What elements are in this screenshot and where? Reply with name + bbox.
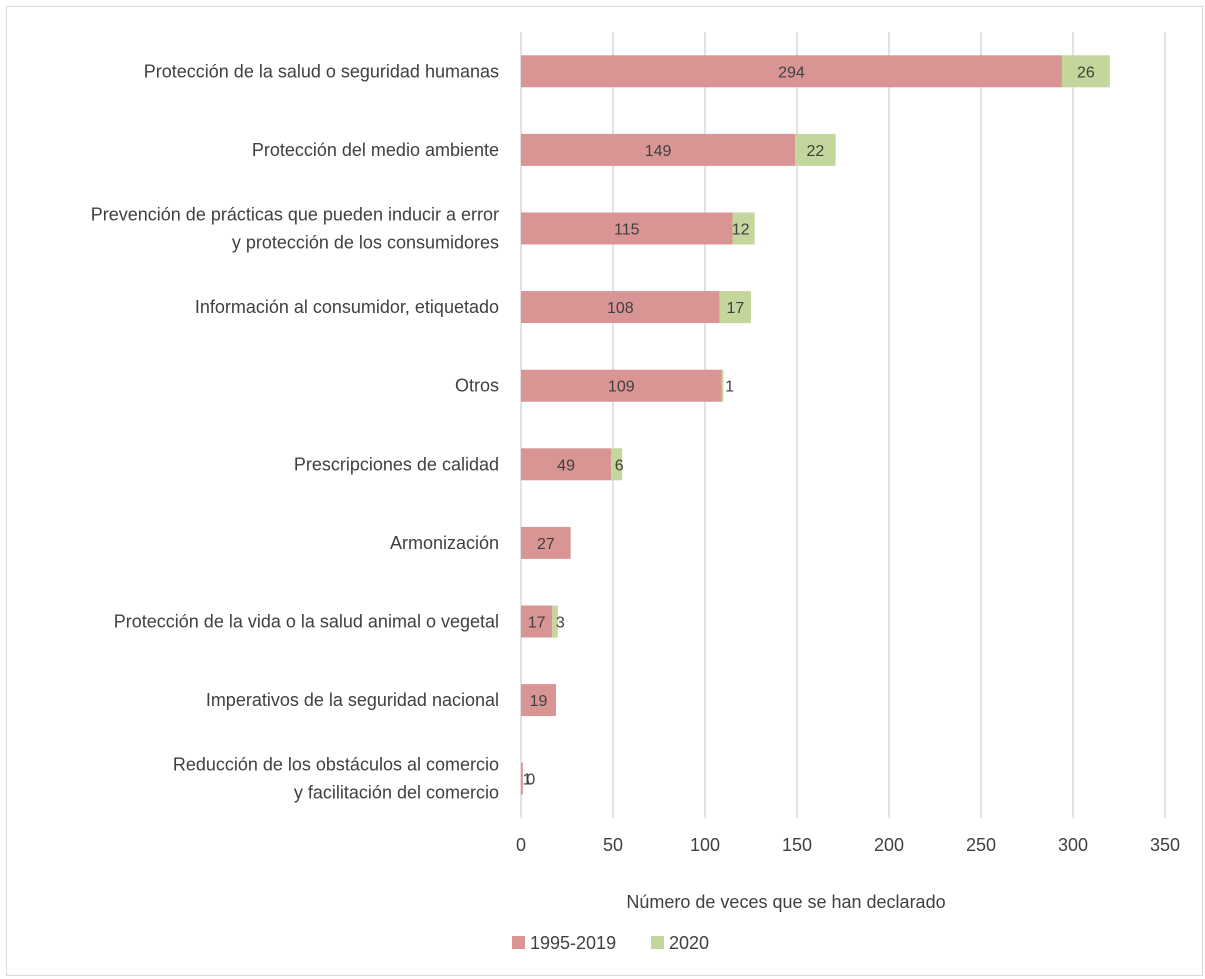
bar-segment-2020 (721, 369, 724, 402)
data-label: 115 (614, 222, 640, 239)
bar-segment-1995-2019 (521, 55, 1062, 88)
x-axis-title: Número de veces que se han declarado (626, 892, 945, 912)
data-label: 294 (778, 64, 805, 81)
category-label: Otros (455, 376, 499, 396)
data-label: 22 (807, 143, 825, 160)
bar-segment-1995-2019 (521, 605, 553, 638)
data-label: 149 (645, 143, 672, 160)
bar-segment-1995-2019 (521, 526, 571, 559)
x-tick-label: 200 (874, 835, 904, 855)
data-label: 3 (556, 615, 565, 632)
bar-segment-1995-2019 (521, 212, 733, 245)
x-tick-label: 50 (603, 835, 623, 855)
bar-segment-2020 (1061, 55, 1110, 88)
bar-segment-1995-2019 (521, 448, 612, 481)
category-label: Protección del medio ambiente (252, 140, 499, 160)
category-label: Protección de la salud o seguridad human… (144, 61, 499, 81)
category-label: Protección de la vida o la salud animal … (114, 612, 499, 632)
category-label: Reducción de los obstáculos al comercio (173, 755, 499, 775)
data-label: 17 (528, 615, 546, 632)
data-label: 109 (608, 379, 635, 396)
x-tick-label: 100 (690, 835, 720, 855)
data-label: 27 (537, 536, 555, 553)
bar-segment-1995-2019 (521, 133, 796, 166)
x-tick-label: 350 (1150, 835, 1180, 855)
bar-segment-2020 (732, 212, 755, 245)
bar-segment-1995-2019 (521, 762, 523, 795)
bar-segment-1995-2019 (521, 291, 720, 324)
category-label: Información al consumidor, etiquetado (195, 297, 499, 317)
data-label: 17 (726, 300, 744, 317)
bar-segment-2020 (795, 133, 836, 166)
x-tick-label: 150 (782, 835, 812, 855)
data-label: 12 (732, 222, 750, 239)
bar-segment-2020 (552, 605, 558, 638)
bar-segment-1995-2019 (521, 684, 556, 717)
category-label: y facilitación del comercio (294, 783, 499, 803)
x-tick-label: 250 (966, 835, 996, 855)
category-label: Prevención de prácticas que pueden induc… (91, 205, 499, 225)
data-label: 6 (615, 457, 624, 474)
legend-label: 2020 (669, 933, 709, 953)
bar-segment-2020 (719, 291, 751, 324)
bar-segment-1995-2019 (521, 369, 722, 402)
x-tick-label: 300 (1058, 835, 1088, 855)
data-label: 26 (1077, 64, 1095, 81)
data-label: 0 (526, 772, 535, 789)
data-label: 108 (607, 300, 634, 317)
category-label: y protección de los consumidores (232, 233, 499, 253)
data-label: 1 (523, 772, 532, 789)
legend-label: 1995-2019 (530, 933, 616, 953)
category-label: Imperativos de la seguridad nacional (206, 690, 499, 710)
category-label: Prescripciones de calidad (294, 454, 499, 474)
chart-frame (6, 6, 1203, 976)
bar-segment-2020 (611, 448, 623, 481)
x-tick-label: 0 (516, 835, 526, 855)
category-label: Armonización (390, 533, 499, 553)
legend-swatch (512, 936, 525, 949)
data-label: 19 (530, 693, 548, 710)
data-label: 1 (725, 379, 734, 396)
data-label: 49 (557, 457, 575, 474)
legend-swatch (651, 936, 664, 949)
